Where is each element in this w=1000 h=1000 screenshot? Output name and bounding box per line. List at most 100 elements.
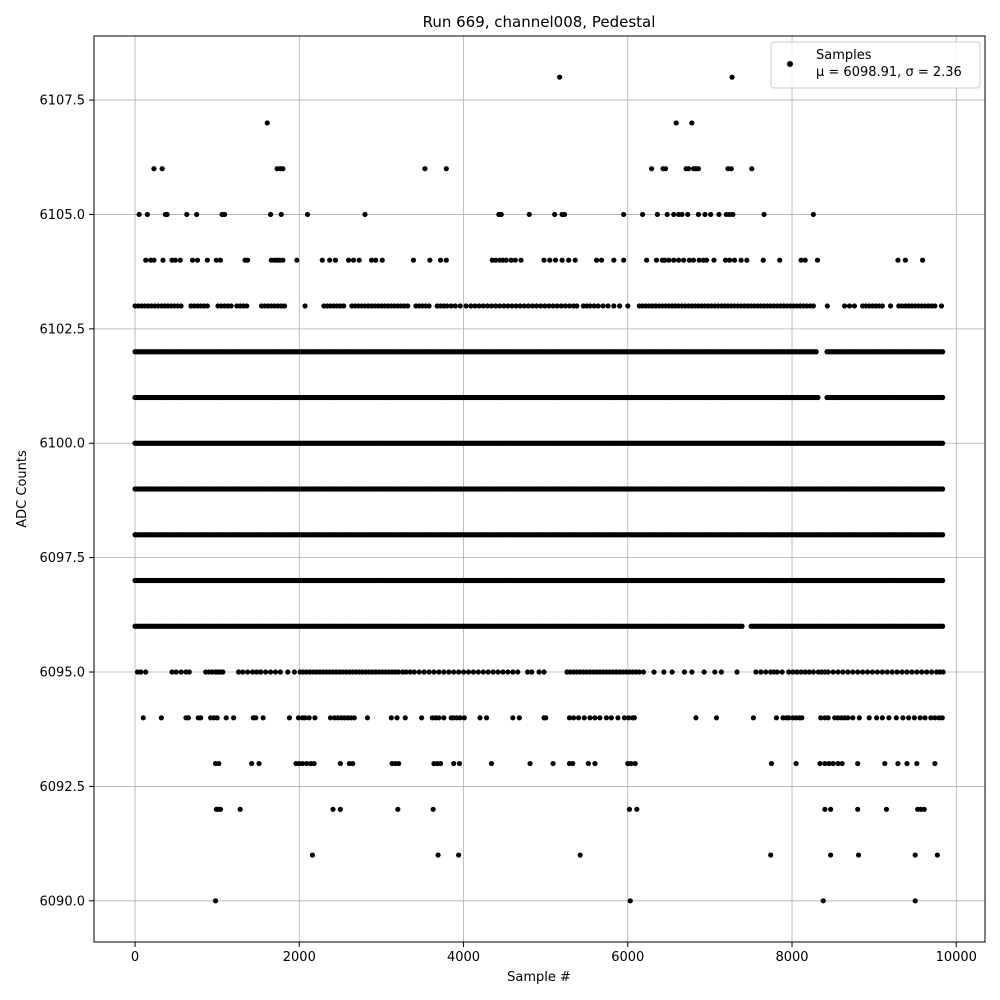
data-point [895, 760, 901, 767]
data-point [940, 623, 946, 629]
data-point [608, 715, 614, 721]
data-point [825, 715, 831, 721]
data-point [437, 257, 444, 263]
data-point [306, 715, 312, 721]
data-point [495, 669, 501, 675]
data-point [889, 669, 895, 675]
data-point [773, 715, 780, 721]
data-point [240, 669, 246, 675]
data-point [671, 257, 677, 263]
data-point [713, 715, 720, 721]
data-point [426, 669, 432, 675]
data-point [830, 760, 836, 767]
data-point [304, 211, 311, 218]
data-point [515, 669, 521, 675]
data-point [727, 257, 733, 263]
y-axis-label: ADC Counts [15, 450, 30, 528]
data-point [143, 669, 149, 675]
data-point [763, 669, 769, 675]
data-point [909, 669, 915, 675]
data-point [228, 303, 234, 309]
data-point [498, 211, 504, 218]
data-point [299, 760, 306, 767]
data-point [855, 806, 861, 812]
data-point [172, 257, 178, 263]
data-point [729, 74, 735, 80]
data-point [280, 166, 286, 172]
data-point [443, 257, 449, 263]
data-point [312, 715, 318, 721]
data-point [505, 303, 511, 309]
data-point [562, 303, 568, 309]
data-point [786, 669, 792, 675]
data-point [311, 760, 317, 767]
data-point [235, 669, 242, 675]
data-point [525, 303, 532, 309]
data-point [818, 715, 824, 721]
data-point [666, 257, 672, 263]
data-point [587, 303, 593, 309]
data-point [394, 715, 400, 721]
data-point [341, 303, 347, 309]
data-point [566, 715, 573, 721]
data-point [648, 166, 655, 172]
data-point [460, 669, 467, 675]
data-point [634, 806, 640, 812]
data-point [421, 669, 427, 675]
data-point [815, 394, 821, 401]
data-point [138, 669, 144, 675]
data-point [693, 715, 699, 721]
data-point [214, 715, 220, 721]
data-point [452, 303, 458, 309]
data-point [456, 669, 462, 675]
data-point [184, 211, 190, 218]
data-point [286, 715, 293, 721]
data-point [894, 669, 900, 675]
data-point [497, 303, 503, 309]
data-point [621, 257, 627, 263]
data-point [345, 257, 352, 263]
data-point [686, 257, 692, 263]
data-point [598, 257, 605, 263]
y-tick-label: 6100.0 [40, 437, 86, 452]
data-point [151, 166, 157, 172]
data-point [574, 303, 580, 309]
data-point [220, 669, 226, 675]
data-point [814, 257, 821, 263]
data-point [402, 715, 408, 721]
data-point [681, 257, 687, 263]
data-point [592, 715, 598, 721]
data-point [185, 715, 192, 721]
data-point [702, 211, 708, 218]
data-point [902, 257, 908, 263]
data-point [456, 760, 463, 767]
data-point [810, 669, 816, 675]
data-point [722, 257, 729, 263]
y-tick-label: 6092.5 [40, 780, 86, 795]
data-point [444, 303, 450, 309]
data-point [177, 257, 183, 263]
data-point [681, 669, 688, 675]
data-point [278, 211, 284, 218]
data-point [244, 257, 251, 263]
data-point [676, 257, 682, 263]
data-point [850, 715, 856, 721]
data-point [662, 257, 668, 263]
data-point [217, 257, 224, 263]
data-point [774, 669, 780, 675]
data-point [761, 211, 767, 218]
data-point [879, 669, 885, 675]
data-point [557, 74, 563, 80]
data-point [883, 806, 890, 812]
data-point [826, 760, 832, 767]
data-point [140, 715, 146, 721]
data-point [708, 211, 714, 218]
data-point [356, 257, 362, 263]
data-point [911, 715, 917, 721]
data-point [600, 303, 606, 309]
data-point [552, 257, 559, 263]
data-point [221, 211, 228, 218]
data-point [845, 715, 851, 721]
data-point [685, 166, 692, 172]
